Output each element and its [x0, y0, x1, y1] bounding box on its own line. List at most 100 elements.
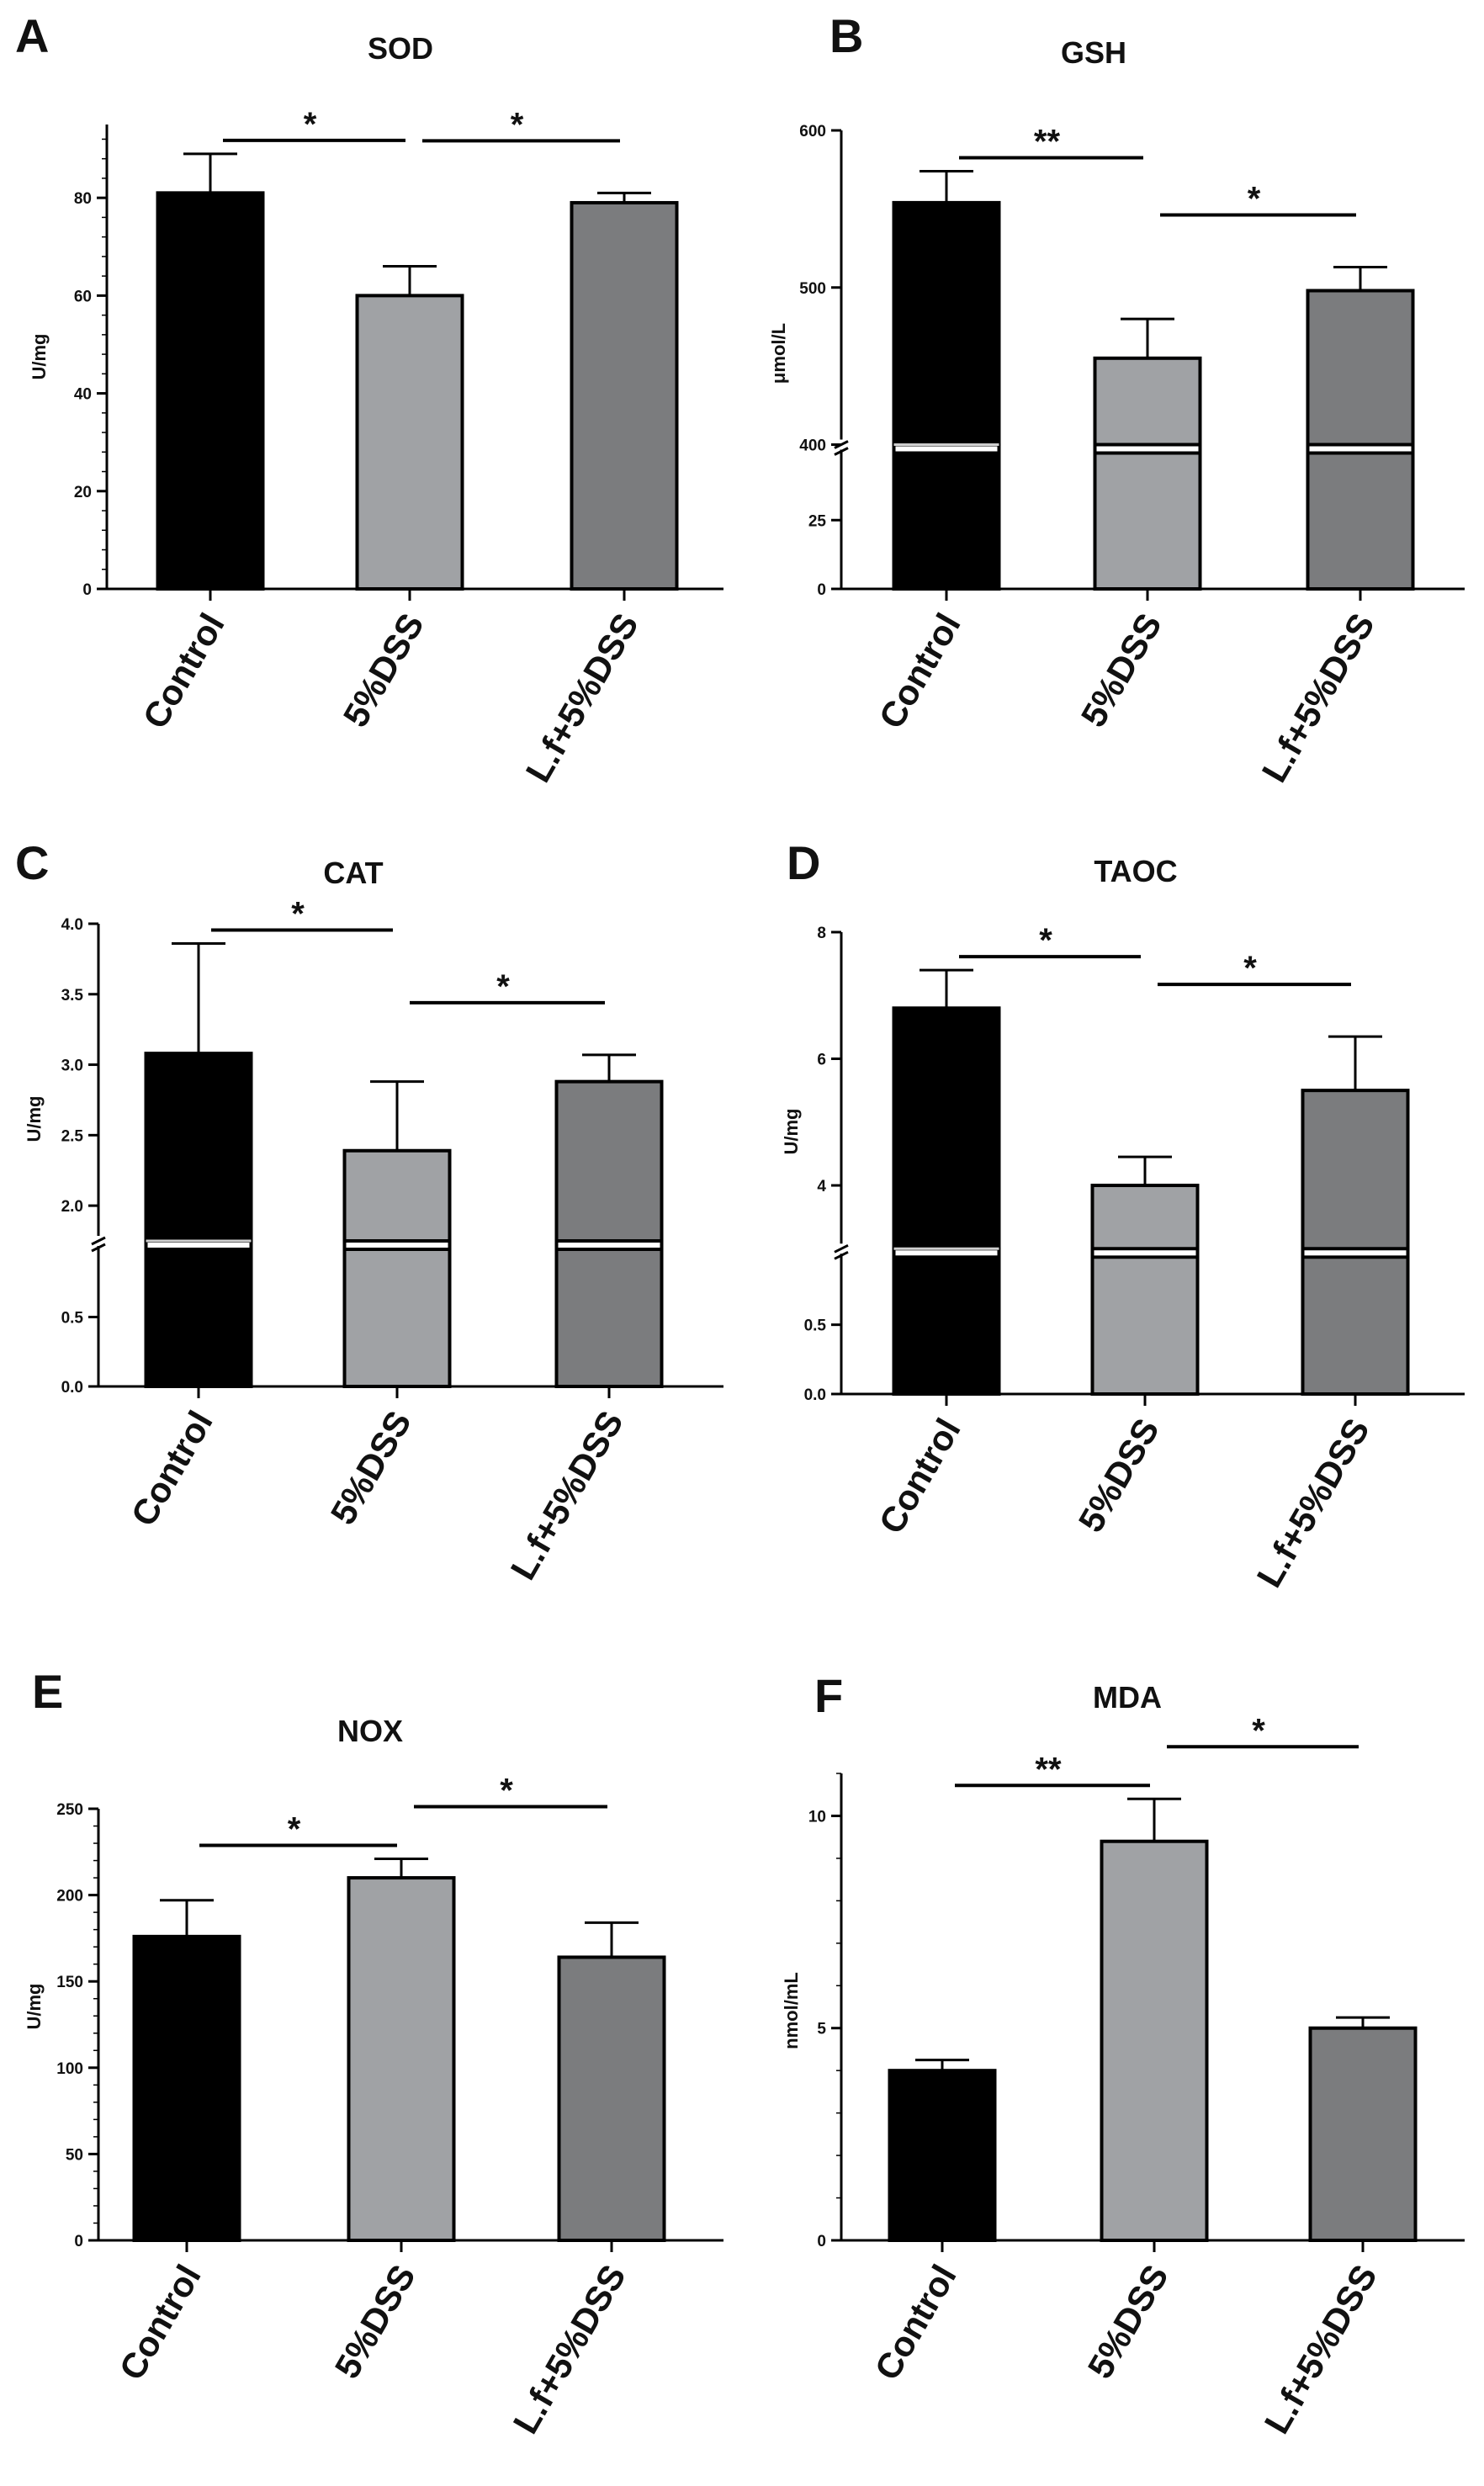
y-tick-label: 0.5	[804, 1317, 827, 1335]
chart-title: MDA	[1093, 1680, 1162, 1715]
x-category-label: L.f+5%DSS	[1254, 607, 1382, 789]
axis-break-mark	[91, 1236, 106, 1246]
panel-label: B	[829, 9, 863, 62]
bar-dss	[347, 1876, 456, 2243]
significance-label: *	[291, 895, 305, 932]
y-tick-label: 4.0	[61, 916, 83, 934]
chart-panel-c: C CAT U/mg 0.0 0.5 2.0 2.5 3.0 3.5 4.0 Control 5%DS…	[15, 836, 723, 1587]
y-tick-label: 6	[817, 1052, 826, 1069]
y-tick-label: 10	[808, 1808, 826, 1826]
x-category-label: L.f+5%DSS	[1257, 2258, 1385, 2441]
y-axis-label: U/mg	[29, 334, 50, 380]
chart-panel-a: A SOD U/mg 0 20 40 60 80 Control 5%DSS L.f+5%DSS * *	[15, 9, 723, 789]
y-axis-label: nmol/mL	[781, 1972, 802, 2049]
y-tick-label: 4	[817, 1178, 826, 1195]
y-tick-label: 60	[74, 288, 92, 305]
y-tick-label: 0	[817, 2233, 826, 2250]
x-category-label: L.f+5%DSS	[506, 2258, 633, 2441]
panel-label: E	[32, 1665, 63, 1718]
bar-break-gap	[1309, 446, 1412, 452]
chart-title: SOD	[368, 31, 433, 66]
y-tick-label: 3.0	[61, 1057, 83, 1075]
x-category-label: Control	[111, 2258, 208, 2387]
y-tick-label: 2.0	[61, 1198, 83, 1216]
axis-break-mark	[91, 1243, 106, 1253]
significance-label: **	[1035, 1751, 1062, 1788]
y-tick-label: 100	[56, 2060, 83, 2078]
bar-dss	[1093, 356, 1202, 591]
y-tick-label: 0.5	[61, 1310, 84, 1328]
bar-dss	[1100, 1839, 1209, 2243]
significance-label: *	[1039, 922, 1052, 959]
x-category-label: 5%DSS	[1073, 607, 1169, 734]
y-axis-label: μmol/L	[768, 323, 789, 384]
y-tick-label: 3.5	[61, 987, 84, 1004]
y-tick-label: 0.0	[804, 1386, 826, 1404]
y-tick-label: 40	[74, 386, 92, 404]
y-tick-label: 400	[799, 437, 826, 455]
bar-lf-dss	[554, 1079, 664, 1388]
significance-label: *	[511, 106, 524, 143]
bar-dss	[1090, 1184, 1200, 1397]
x-category-label: 5%DSS	[327, 2258, 423, 2385]
y-axis-label: U/mg	[24, 1984, 45, 2030]
significance-label: *	[1248, 180, 1261, 217]
chart-panel-b: B GSH μmol/L 0 25 400 500 600 Control 5%DSS L.f+5%…	[768, 9, 1465, 789]
y-tick-label: 2.5	[61, 1127, 84, 1145]
panel-label: D	[787, 836, 820, 889]
y-tick-label: 600	[799, 123, 826, 140]
bar-break-gap	[558, 1243, 660, 1248]
panel-label: C	[15, 836, 49, 889]
y-tick-label: 500	[799, 280, 826, 298]
significance-label: *	[496, 968, 510, 1005]
bar-control	[892, 200, 1001, 591]
significance-label: *	[304, 106, 317, 143]
x-category-label: L.f+5%DSS	[518, 607, 646, 789]
panel-label: A	[15, 9, 49, 62]
axis-break-mark	[834, 1243, 849, 1254]
bar-break-gap	[1096, 446, 1199, 452]
bar-control	[156, 191, 265, 591]
axis-break-mark	[834, 1250, 849, 1260]
y-tick-label: 8	[817, 925, 826, 942]
bar-lf-dss	[570, 200, 679, 591]
chart-panel-e: E NOX U/mg 0 50 100 150 200 250 Control 5%DSS L.f+5…	[24, 1665, 723, 2441]
chart-title: NOX	[337, 1714, 403, 1748]
y-tick-label: 80	[74, 190, 92, 208]
bar-dss	[342, 1148, 452, 1388]
y-tick-label: 20	[74, 484, 92, 501]
y-tick-label: 0	[817, 581, 826, 599]
significance-label: *	[1252, 1712, 1265, 1749]
bar-break-gap	[895, 1250, 998, 1256]
y-tick-label: 50	[66, 2146, 83, 2164]
x-category-label: 5%DSS	[336, 607, 432, 734]
bar-control	[144, 1052, 253, 1388]
y-tick-label: 0	[74, 2233, 83, 2250]
y-tick-label: 250	[56, 1801, 83, 1819]
significance-label: *	[288, 1811, 301, 1848]
x-category-label: 5%DSS	[1080, 2258, 1176, 2385]
bar-control	[892, 1006, 1001, 1396]
chart-panel-d: D TAOC U/mg 0.0 0.5 4 6 8 Control 5%DSS L.f+5%DSS *…	[781, 836, 1465, 1594]
significance-label: *	[1243, 950, 1257, 987]
y-tick-label: 0.0	[61, 1379, 83, 1397]
chart-title: CAT	[323, 856, 383, 890]
bar-break-gap	[1304, 1250, 1407, 1256]
y-tick-label: 150	[56, 1974, 83, 1991]
x-category-label: Control	[135, 607, 231, 735]
significance-label: **	[1034, 124, 1061, 161]
x-category-label: L.f+5%DSS	[1249, 1412, 1377, 1594]
x-category-label: 5%DSS	[1071, 1412, 1167, 1539]
bar-control	[132, 1934, 241, 2242]
y-tick-label: 200	[56, 1888, 83, 1906]
chart-title: TAOC	[1094, 854, 1177, 888]
y-tick-label: 5	[817, 2021, 826, 2038]
y-axis-label: U/mg	[781, 1109, 802, 1155]
bar-lf-dss	[1308, 2026, 1418, 2243]
bar-break-gap	[147, 1243, 250, 1248]
x-category-label: Control	[867, 2258, 963, 2387]
axis-break-mark	[834, 447, 849, 456]
y-tick-label: 0	[82, 581, 92, 599]
